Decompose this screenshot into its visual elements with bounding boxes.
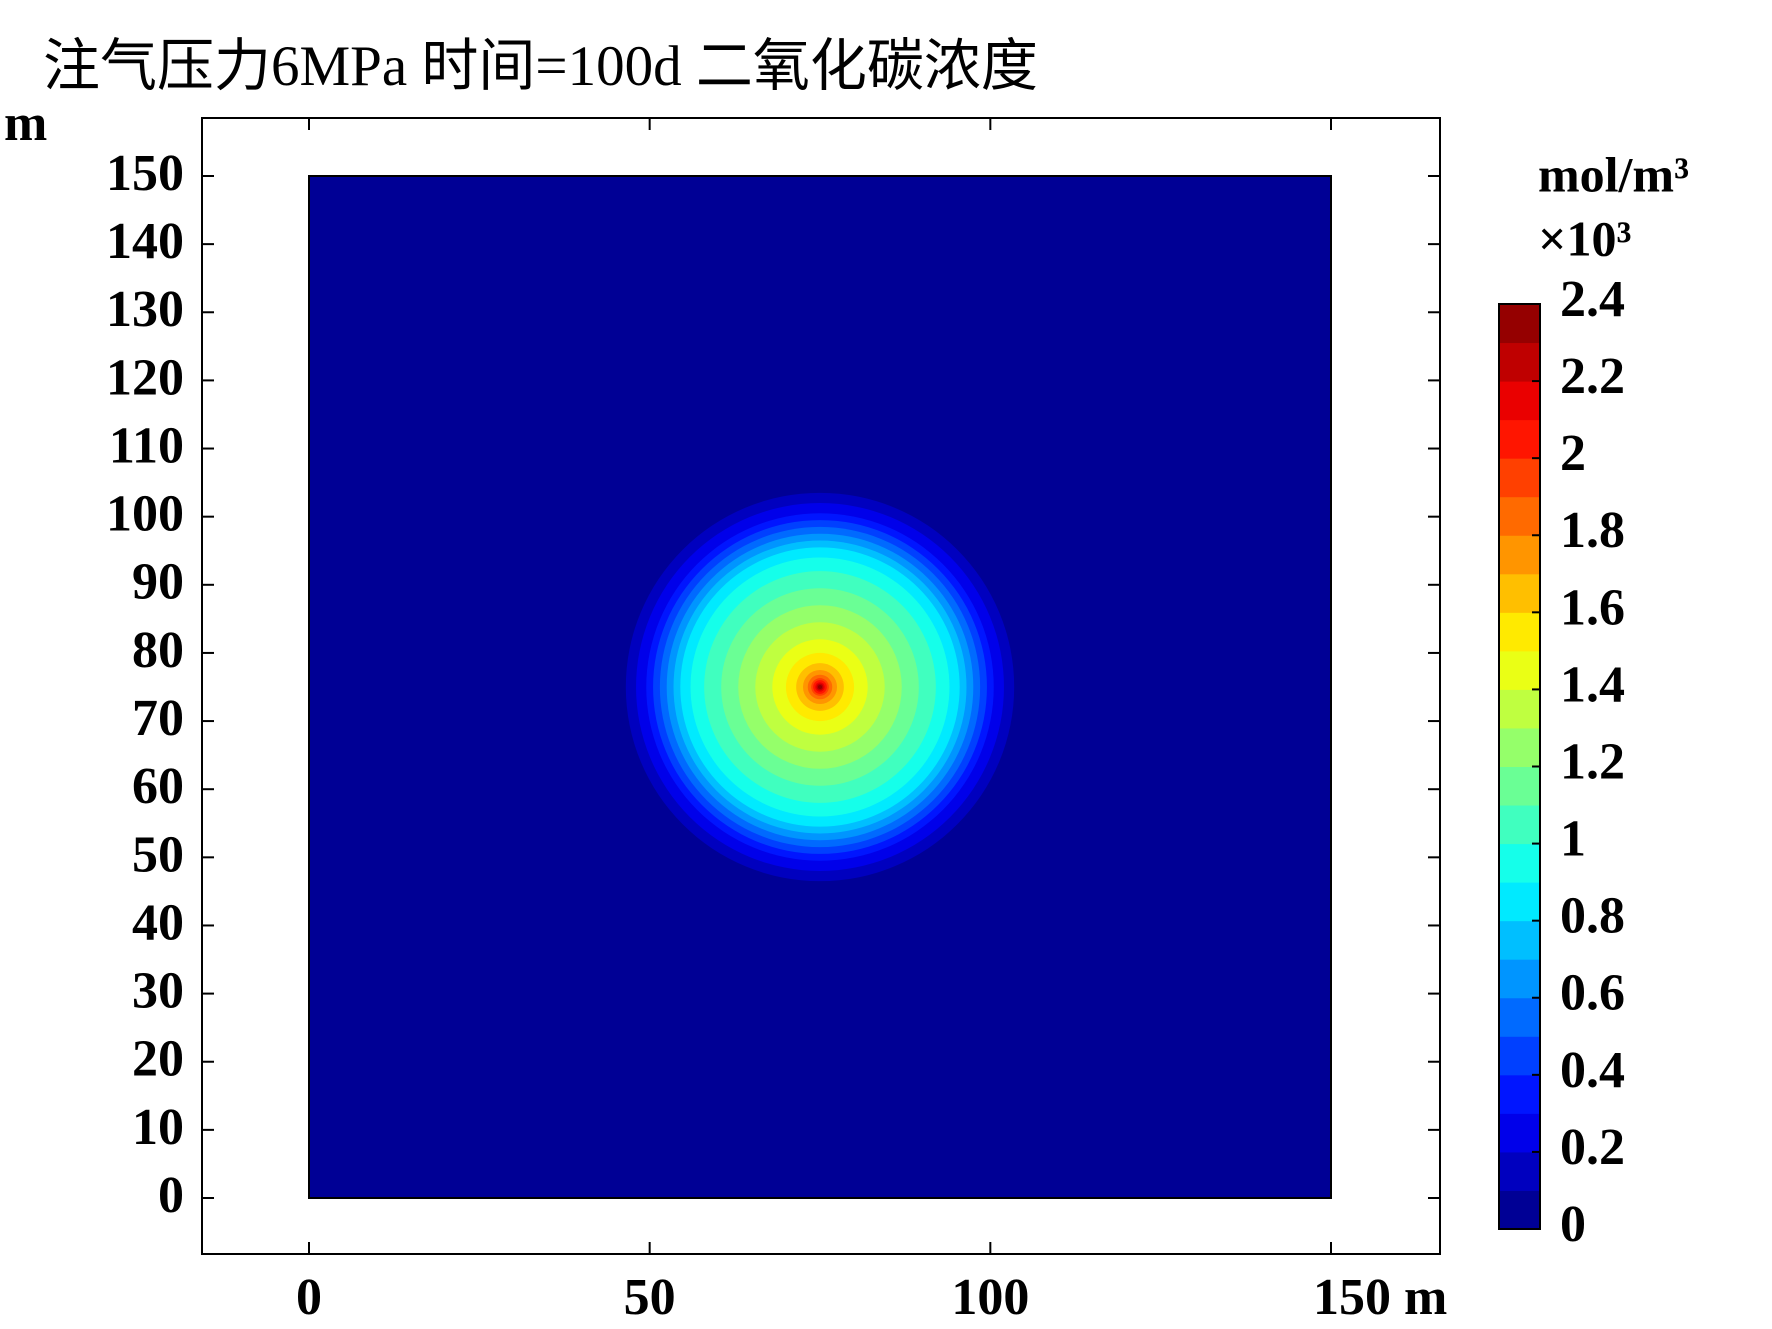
colorbar-band: [1499, 1190, 1540, 1230]
colorbar-tick-label: 0.8: [1560, 888, 1625, 945]
colorbar-band: [1499, 1074, 1540, 1114]
colorbar-band: [1499, 959, 1540, 999]
axes-box: [201, 117, 1441, 1255]
colorbar-tick-label: 1: [1560, 811, 1586, 868]
y-tick-label: 80: [132, 622, 184, 679]
colorbar-band: [1499, 650, 1540, 690]
y-axis-label: m: [4, 95, 47, 152]
y-tick-label: 70: [132, 690, 184, 747]
colorbar-tick-label: 2.4: [1560, 271, 1625, 328]
domain-outline: [308, 175, 1332, 1199]
y-tick-label: 60: [132, 758, 184, 815]
colorbar-band: [1499, 535, 1540, 575]
colorbar-multiplier: ×10³: [1538, 210, 1631, 266]
colorbar-band: [1499, 843, 1540, 883]
colorbar-label: mol/m³: [1538, 146, 1689, 202]
colorbar-tick-label: 1.2: [1560, 733, 1625, 790]
contour-band: [817, 684, 823, 690]
x-tick-label: 50: [624, 1269, 676, 1326]
colorbar-band: [1499, 612, 1540, 652]
colorbar-tick-label: 1.6: [1560, 579, 1625, 636]
colorbar-tick-label: 0.4: [1560, 1042, 1625, 1099]
y-tick-label: 50: [132, 826, 184, 883]
y-tick-label: 150: [106, 145, 184, 202]
colorbar-band: [1499, 381, 1540, 421]
colorbar-band: [1499, 573, 1540, 613]
colorbar-band: [1499, 805, 1540, 845]
colorbar-band: [1499, 1113, 1540, 1153]
y-tick-label: 10: [132, 1099, 184, 1156]
x-tick-label: 100: [951, 1269, 1029, 1326]
y-tick-label: 100: [106, 486, 184, 543]
colorbar-band: [1499, 882, 1540, 922]
y-tick-label: 130: [106, 281, 184, 338]
colorbar-tick-label: 0.6: [1560, 965, 1625, 1022]
colorbar-band: [1499, 1151, 1540, 1191]
colorbar-tick-label: 2: [1560, 425, 1586, 482]
colorbar-band: [1499, 920, 1540, 960]
colorbar-band: [1499, 304, 1540, 344]
x-tick-label: 0: [296, 1269, 322, 1326]
y-tick-label: 30: [132, 963, 184, 1020]
colorbar-tick-label: 1.4: [1560, 656, 1625, 713]
x-tick-label: 150 m: [1313, 1269, 1447, 1326]
y-tick-label: 140: [106, 213, 184, 270]
colorbar-band: [1499, 419, 1540, 459]
colorbar-tick-label: 2.2: [1560, 348, 1625, 405]
colorbar-band: [1499, 689, 1540, 729]
colorbar-tick-label: 0.2: [1560, 1119, 1625, 1176]
colorbar-tick-label: 1.8: [1560, 502, 1625, 559]
y-tick-label: 40: [132, 894, 184, 951]
colorbar-band: [1499, 1036, 1540, 1076]
colorbar-tick-label: 0: [1560, 1196, 1586, 1253]
colorbar-band: [1499, 342, 1540, 382]
y-tick-label: 20: [132, 1031, 184, 1088]
y-tick-label: 0: [158, 1167, 184, 1224]
chart-title: 注气压力6MPa 时间=100d 二氧化碳浓度: [43, 35, 1038, 98]
y-tick-label: 120: [106, 349, 184, 406]
y-tick-label: 110: [109, 417, 184, 474]
colorbar-band: [1499, 496, 1540, 536]
colorbar-band: [1499, 727, 1540, 767]
colorbar-band: [1499, 766, 1540, 806]
y-tick-label: 90: [132, 554, 184, 611]
colorbar-band: [1499, 997, 1540, 1037]
colorbar-band: [1499, 458, 1540, 498]
